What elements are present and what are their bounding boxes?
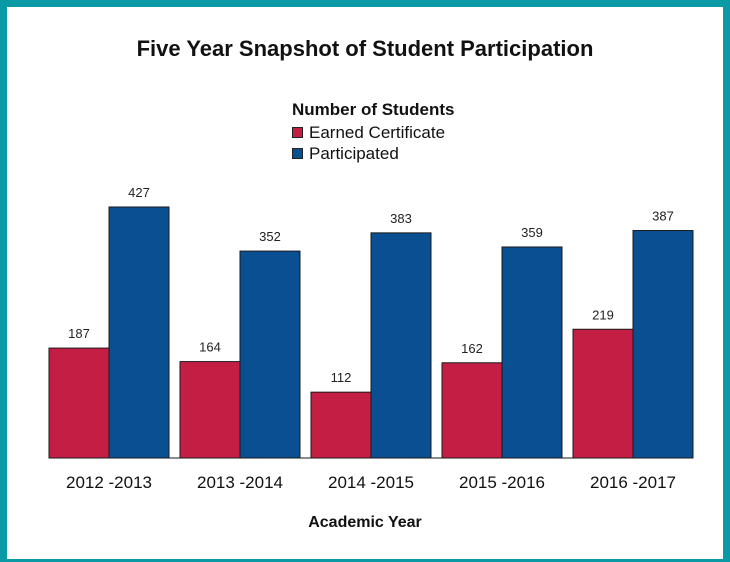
bar-earned-certificate-4 [572,328,634,459]
legend-swatch-participated [292,148,303,159]
bar-earned-certificate-2 [310,391,372,459]
bar-participated-2 [370,232,432,459]
legend-title: Number of Students [292,100,455,119]
x-tick-label-4: 2016 -2017 [590,473,676,492]
data-label-participated-1: 352 [259,229,281,244]
legend-label-earned-certificate: Earned Certificate [309,122,446,142]
data-label-participated-3: 359 [521,225,543,240]
data-label-participated-0: 427 [128,185,150,200]
legend-item-earned-certificate: Earned Certificate [292,122,454,143]
data-label-participated-2: 383 [390,211,412,226]
bar-earned-certificate-1 [179,361,241,459]
data-label-earned-certificate-1: 164 [199,340,221,355]
data-label-earned-certificate-3: 162 [461,341,483,356]
data-label-earned-certificate-4: 219 [592,307,614,322]
legend-item-participated: Participated [292,143,454,164]
bar-participated-0 [108,206,170,459]
x-tick-label-0: 2012 -2013 [66,473,152,492]
x-tick-label-1: 2013 -2014 [197,473,283,492]
legend: Number of Students Earned Certificate Pa… [292,100,454,164]
x-tick-label-3: 2015 -2016 [459,473,545,492]
bar-participated-4 [632,230,694,459]
chart-title: Five Year Snapshot of Student Participat… [136,36,594,61]
bar-earned-certificate-0 [48,347,110,459]
x-tick-label-2: 2014 -2015 [328,473,414,492]
bar-earned-certificate-3 [441,362,503,459]
data-label-earned-certificate-0: 187 [68,326,90,341]
legend-label-participated: Participated [309,143,399,163]
bar-participated-1 [239,250,301,459]
x-axis-title: Academic Year [308,514,422,531]
data-label-earned-certificate-2: 112 [331,370,352,385]
bar-participated-3 [501,246,563,459]
data-label-participated-4: 387 [652,209,674,224]
legend-swatch-earned-certificate [292,127,303,138]
